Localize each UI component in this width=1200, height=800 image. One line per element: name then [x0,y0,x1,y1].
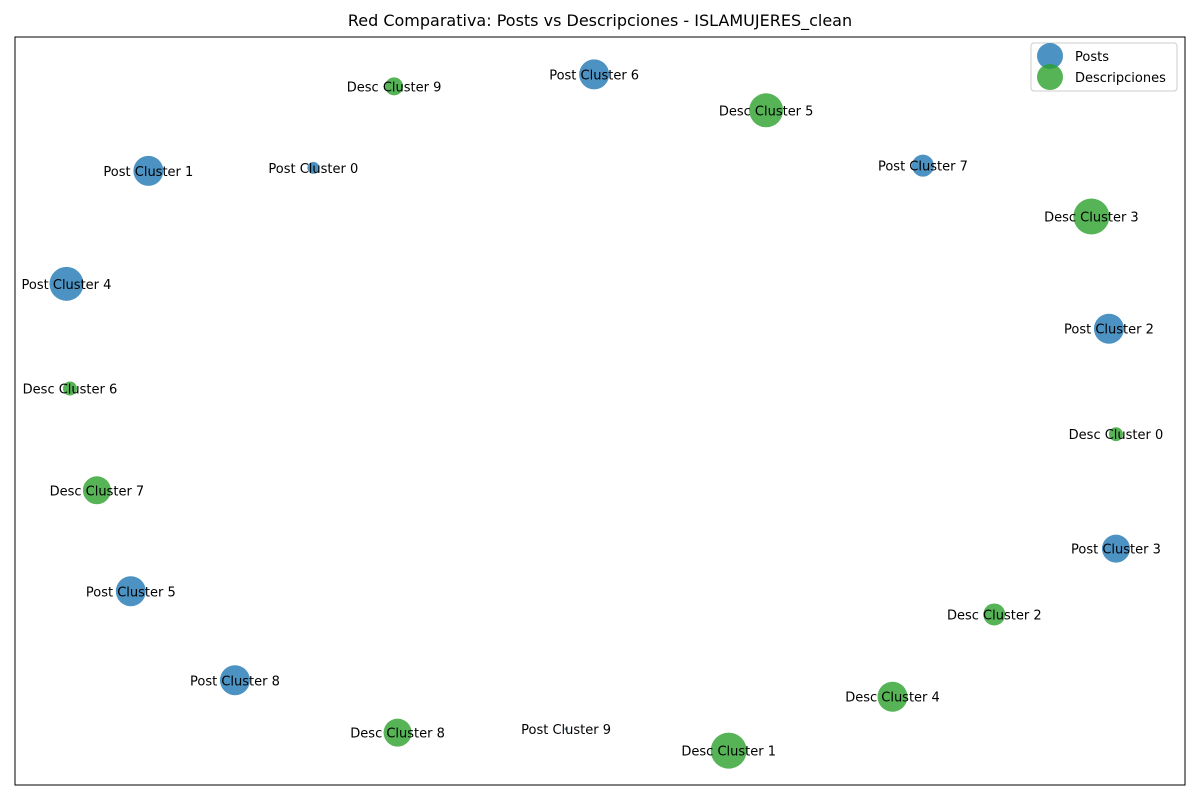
node-label-desc-cluster-7: Desc Cluster 7 [50,484,145,499]
chart-title: Red Comparativa: Posts vs Descripciones … [347,11,853,30]
node-label-post-cluster-9: Post Cluster 9 [521,723,611,738]
node-label-post-cluster-6: Post Cluster 6 [549,68,639,83]
node-label-desc-cluster-2: Desc Cluster 2 [947,608,1042,623]
node-label-desc-cluster-5: Desc Cluster 5 [719,104,814,119]
node-desc-cluster-5 [749,93,784,128]
node-desc-cluster-2 [983,603,1006,626]
legend-box [1030,42,1178,92]
node-desc-cluster-1 [710,732,747,769]
node-post-cluster-4 [49,266,84,301]
node-desc-cluster-9 [385,77,404,96]
legend: Posts Descripciones [1030,42,1178,92]
node-post-cluster-1 [133,155,164,186]
node-label-desc-cluster-6: Desc Cluster 6 [23,383,118,398]
node-desc-cluster-7 [82,476,111,505]
node-desc-cluster-6 [62,381,77,396]
node-label-desc-cluster-0: Desc Cluster 0 [1069,428,1164,443]
legend-swatch-descripciones [1037,64,1063,90]
legend-swatch-posts [1037,43,1063,69]
node-desc-cluster-3 [1073,198,1110,235]
node-post-cluster-9 [564,727,568,731]
nodes-layer [49,59,1130,769]
node-post-cluster-5 [115,576,146,607]
node-label-desc-cluster-8: Desc Cluster 8 [350,727,445,742]
node-label-post-cluster-4: Post Cluster 4 [22,278,112,293]
node-label-desc-cluster-1: Desc Cluster 1 [681,745,776,760]
node-label-desc-cluster-4: Desc Cluster 4 [845,691,940,706]
node-post-cluster-7 [911,154,934,177]
node-post-cluster-6 [579,59,610,90]
node-label-post-cluster-8: Post Cluster 8 [190,674,280,689]
node-label-post-cluster-1: Post Cluster 1 [103,165,193,180]
node-post-cluster-3 [1101,534,1130,563]
legend-label-posts: Posts [1075,50,1109,65]
legend-label-descripciones: Descripciones [1075,71,1166,86]
node-desc-cluster-0 [1108,427,1123,442]
node-label-post-cluster-5: Post Cluster 5 [86,585,176,600]
node-post-cluster-2 [1093,313,1124,344]
node-label-post-cluster-7: Post Cluster 7 [878,160,968,175]
node-label-post-cluster-2: Post Cluster 2 [1064,323,1154,338]
node-post-cluster-0 [307,161,320,174]
node-label-desc-cluster-3: Desc Cluster 3 [1044,211,1139,226]
plot-area-frame [14,36,1186,786]
labels-layer: Post Cluster 0 Post Cluster 1 Post Cluster… [22,68,1164,759]
node-desc-cluster-8 [383,718,412,747]
node-desc-cluster-4 [877,681,908,712]
node-label-post-cluster-3: Post Cluster 3 [1071,543,1161,558]
node-label-desc-cluster-9: Desc Cluster 9 [347,80,442,95]
node-post-cluster-8 [219,665,250,696]
node-label-post-cluster-0: Post Cluster 0 [268,162,358,177]
